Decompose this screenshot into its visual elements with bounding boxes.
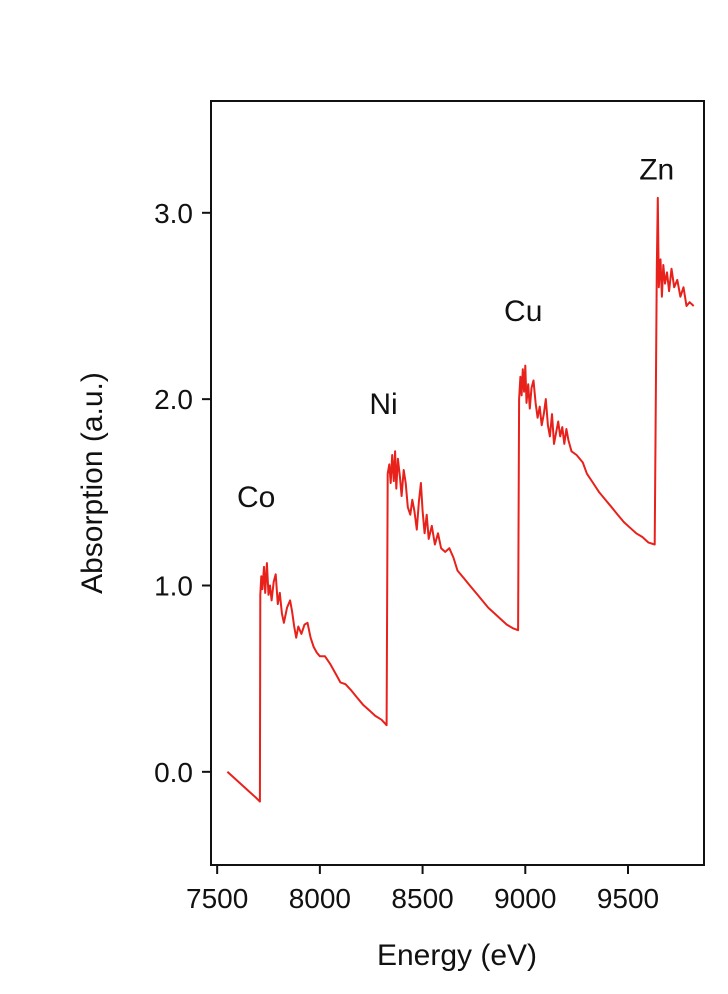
y-tick-label: 2.0 xyxy=(154,384,193,415)
y-tick-label: 1.0 xyxy=(154,570,193,601)
y-tick-label: 3.0 xyxy=(154,198,193,229)
y-axis-ticks: 0.0 1.0 2.0 3.0 xyxy=(154,198,211,788)
edge-label-ni: Ni xyxy=(369,388,397,421)
x-tick-label: 9000 xyxy=(494,883,556,914)
edge-label-zn: Zn xyxy=(639,153,674,186)
x-tick-label: 7500 xyxy=(186,883,248,914)
series-layer xyxy=(226,196,695,803)
edge-annotations: Co Ni Cu Zn xyxy=(237,153,674,514)
absorption-series-line xyxy=(226,196,695,803)
x-tick-label: 8500 xyxy=(391,883,453,914)
x-tick-label: 8000 xyxy=(289,883,351,914)
edge-label-cu: Cu xyxy=(504,295,542,328)
plot-frame xyxy=(210,100,705,866)
x-tick-label: 9500 xyxy=(597,883,659,914)
x-axis-ticks: 7500 8000 8500 9000 9500 xyxy=(186,865,659,914)
y-axis-title: Absorption (a.u.) xyxy=(76,372,109,594)
x-axis-title: Energy (eV) xyxy=(377,939,537,972)
y-tick-label: 0.0 xyxy=(154,757,193,788)
edge-label-co: Co xyxy=(237,481,275,514)
